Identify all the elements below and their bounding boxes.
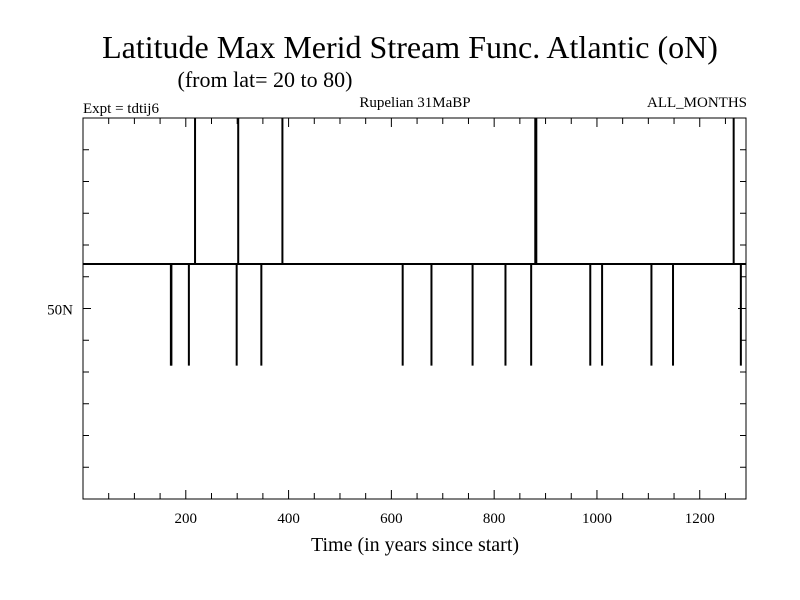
chart-subtitle: (from lat= 20 to 80) [178,67,353,92]
x-tick-label: 800 [483,511,506,527]
x-axis-label: Time (in years since start) [311,534,519,556]
y-axis: 50N [47,149,746,468]
period-label: Rupelian 31MaBP [359,95,470,111]
y-tick-label: 50N [47,303,73,319]
chart-title: Latitude Max Merid Stream Func. Atlantic… [102,29,718,65]
months-label: ALL_MONTHS [647,95,747,111]
x-axis: 200 400 600 800 1000 1200 [108,118,726,527]
x-tick-label: 600 [380,511,403,527]
x-tick-label: 200 [175,511,198,527]
x-tick-label: 1200 [685,511,715,527]
x-tick-label: 1000 [582,511,612,527]
series-max-latitude [83,118,746,366]
experiment-label: Expt = tdtij6 [83,101,159,117]
plot-frame [82,117,747,500]
x-tick-label: 400 [277,511,300,527]
